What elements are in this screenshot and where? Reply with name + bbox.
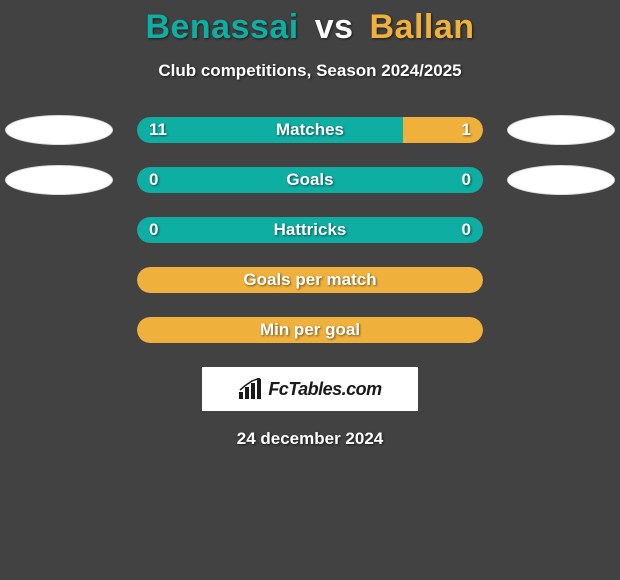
stat-bar: 0Hattricks0	[137, 217, 483, 243]
stat-label: Hattricks	[137, 217, 483, 243]
brand-logo-inner: FcTables.com	[238, 378, 381, 400]
stat-right-value: 0	[462, 167, 471, 193]
bars-icon	[238, 378, 264, 400]
stat-right-value: 1	[462, 117, 471, 143]
player2-avatar	[507, 215, 615, 245]
stat-row: Min per goal	[0, 317, 620, 343]
title-vs: vs	[315, 8, 354, 46]
stat-row: 11Matches1	[0, 117, 620, 143]
player2-avatar	[507, 265, 615, 295]
stat-row: 0Goals0	[0, 167, 620, 193]
stat-row: Goals per match	[0, 267, 620, 293]
stat-right-value: 0	[462, 217, 471, 243]
stat-bar: Min per goal	[137, 317, 483, 343]
stat-bar: 11Matches1	[137, 117, 483, 143]
stat-label: Min per goal	[137, 317, 483, 343]
player1-avatar	[5, 165, 113, 195]
player1-avatar	[5, 265, 113, 295]
stats-list: 11Matches10Goals00Hattricks0Goals per ma…	[0, 117, 620, 343]
brand-logo-text: FcTables.com	[268, 379, 381, 400]
date-label: 24 december 2024	[0, 429, 620, 449]
comparison-card: Benassai vs Ballan Club competitions, Se…	[0, 0, 620, 449]
stat-row: 0Hattricks0	[0, 217, 620, 243]
player1-avatar	[5, 315, 113, 345]
player2-avatar	[507, 165, 615, 195]
brand-logo: FcTables.com	[202, 367, 418, 411]
stat-bar: 0Goals0	[137, 167, 483, 193]
stat-label: Goals	[137, 167, 483, 193]
subtitle: Club competitions, Season 2024/2025	[0, 61, 620, 81]
player2-avatar	[507, 315, 615, 345]
stat-bar: Goals per match	[137, 267, 483, 293]
stat-label: Goals per match	[137, 267, 483, 293]
player1-avatar	[5, 115, 113, 145]
title-player2: Ballan	[370, 8, 475, 46]
player1-avatar	[5, 215, 113, 245]
player2-avatar	[507, 115, 615, 145]
title-player1: Benassai	[145, 8, 298, 46]
stat-label: Matches	[137, 117, 483, 143]
page-title: Benassai vs Ballan	[0, 8, 620, 47]
